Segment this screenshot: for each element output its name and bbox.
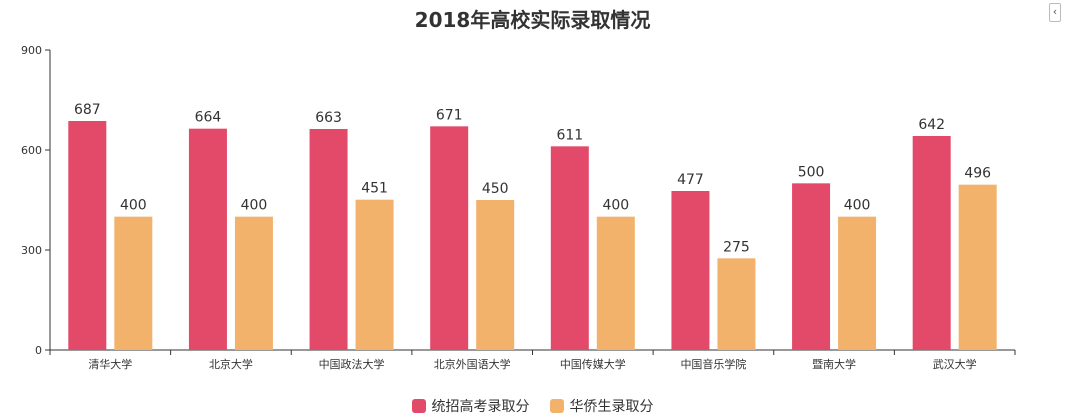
legend-label: 统招高考录取分 — [431, 399, 530, 415]
bar-value-label: 400 — [602, 198, 629, 214]
collapse-toolbar-icon[interactable]: ‹ — [1049, 3, 1061, 22]
legend-item[interactable]: 华侨生录取分 — [549, 396, 654, 416]
legend: 统招高考录取分 华侨生录取分 — [0, 396, 1065, 416]
bar-overseas-chinese — [958, 184, 997, 350]
y-tick-label: 600 — [21, 144, 42, 157]
bar-overseas-chinese — [596, 216, 635, 350]
bar-gaokao — [550, 146, 589, 350]
x-category-label: 中国音乐学院 — [680, 357, 746, 371]
bar-value-label: 400 — [241, 198, 268, 214]
bar-gaokao — [309, 129, 348, 350]
bar-value-label: 611 — [556, 127, 583, 143]
bar-value-label: 663 — [315, 110, 342, 126]
bar-gaokao — [671, 191, 710, 350]
x-category-label: 中国传媒大学 — [560, 357, 626, 371]
bar-value-label: 275 — [723, 239, 750, 255]
bar-gaokao — [912, 136, 951, 350]
bar-overseas-chinese — [114, 216, 153, 350]
legend-swatch — [411, 399, 426, 413]
y-tick-label: 900 — [21, 44, 42, 57]
bar-gaokao — [430, 126, 469, 350]
x-category-label: 清华大学 — [88, 357, 132, 371]
bar-value-label: 496 — [964, 166, 991, 182]
bar-value-label: 642 — [918, 117, 945, 133]
bar-gaokao — [188, 128, 227, 350]
legend-item[interactable]: 统招高考录取分 — [411, 396, 530, 416]
bar-overseas-chinese — [355, 199, 394, 350]
y-tick-label: 0 — [35, 344, 42, 357]
legend-swatch — [549, 399, 564, 413]
bar-value-label: 664 — [195, 110, 222, 126]
x-category-label: 北京大学 — [209, 357, 253, 371]
bar-value-label: 671 — [436, 107, 463, 123]
bar-value-label: 500 — [798, 164, 825, 180]
bar-gaokao — [792, 183, 831, 350]
bar-overseas-chinese — [476, 200, 515, 350]
bar-value-label: 451 — [361, 181, 388, 197]
x-category-label: 北京外国语大学 — [434, 357, 511, 371]
x-category-label: 暨南大学 — [812, 357, 856, 371]
bar-value-label: 400 — [120, 198, 147, 214]
bar-value-label: 400 — [844, 198, 871, 214]
bar-value-label: 477 — [677, 172, 704, 188]
y-tick-label: 300 — [21, 244, 42, 257]
bar-value-label: 687 — [74, 102, 101, 118]
bar-overseas-chinese — [838, 216, 877, 350]
legend-label: 华侨生录取分 — [569, 399, 654, 415]
bar-overseas-chinese — [717, 258, 756, 350]
x-category-label: 中国政法大学 — [319, 357, 385, 371]
bar-overseas-chinese — [234, 216, 273, 350]
chart-title: 2018年高校实际录取情况 — [414, 8, 651, 32]
bar-gaokao — [68, 121, 107, 350]
x-category-label: 武汉大学 — [933, 357, 977, 371]
bar-value-label: 450 — [482, 181, 509, 197]
